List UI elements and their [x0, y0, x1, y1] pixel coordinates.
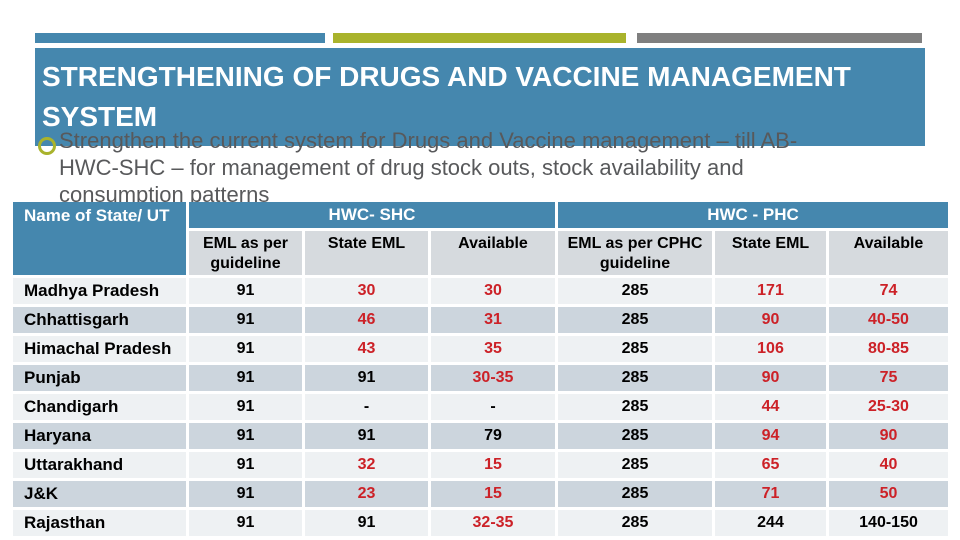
- accent-bar-olive: [333, 33, 626, 43]
- table-cell: 25-30: [829, 394, 948, 420]
- table-cell: 90: [715, 307, 826, 333]
- table-cell: 30-35: [431, 365, 555, 391]
- table-cell-state: Chandigarh: [13, 394, 186, 420]
- table-cell: 91: [189, 278, 302, 304]
- accent-bar-gray: [637, 33, 922, 43]
- title-box: STRENGTHENING OF DRUGS AND VACCINE MANAG…: [35, 48, 925, 146]
- table-cell: 171: [715, 278, 826, 304]
- slide-title-line2: SYSTEM: [42, 101, 158, 132]
- sub-header: Available: [829, 231, 948, 275]
- table-cell: 140-150: [829, 510, 948, 536]
- table-cell: 80-85: [829, 336, 948, 362]
- table-cell-state: J&K: [13, 481, 186, 507]
- table-cell: 15: [431, 481, 555, 507]
- table-cell: 32-35: [431, 510, 555, 536]
- table-cell: 91: [189, 336, 302, 362]
- table-cell: 285: [558, 307, 712, 333]
- slide-title-line1: STRENGTHENING OF DRUGS AND VACCINE MANAG…: [42, 61, 851, 92]
- table-cell: 40-50: [829, 307, 948, 333]
- state-eml-table: Name of State/ UT HWC- SHC HWC - PHC EML…: [13, 202, 948, 536]
- table-cell-state: Rajasthan: [13, 510, 186, 536]
- table-cell-state: Uttarakhand: [13, 452, 186, 478]
- table-cell: 91: [189, 452, 302, 478]
- table-cell: 50: [829, 481, 948, 507]
- sub-header: EML as per CPHC guideline: [558, 231, 712, 275]
- table-cell: 90: [829, 423, 948, 449]
- table-cell-state: Himachal Pradesh: [13, 336, 186, 362]
- table-cell-state: Chhattisgarh: [13, 307, 186, 333]
- table-cell-state: Haryana: [13, 423, 186, 449]
- table-cell: 285: [558, 510, 712, 536]
- table-cell: 35: [431, 336, 555, 362]
- sub-header: State EML: [305, 231, 428, 275]
- table-cell: 79: [431, 423, 555, 449]
- table-cell: 43: [305, 336, 428, 362]
- table-cell: -: [305, 394, 428, 420]
- table-cell: 74: [829, 278, 948, 304]
- table-cell: 15: [431, 452, 555, 478]
- table-cell: 30: [431, 278, 555, 304]
- table-cell: 285: [558, 365, 712, 391]
- table-cell: 90: [715, 365, 826, 391]
- table-cell: 75: [829, 365, 948, 391]
- table-cell: 94: [715, 423, 826, 449]
- table-cell: 40: [829, 452, 948, 478]
- accent-bar-blue: [35, 33, 325, 43]
- group-header-hwc-shc: HWC- SHC: [189, 202, 555, 228]
- corner-header: Name of State/ UT: [13, 202, 186, 275]
- sub-header: State EML: [715, 231, 826, 275]
- table-cell: 285: [558, 394, 712, 420]
- table-cell-state: Madhya Pradesh: [13, 278, 186, 304]
- table-cell: 32: [305, 452, 428, 478]
- table-cell: 91: [305, 423, 428, 449]
- table-cell: 46: [305, 307, 428, 333]
- table-cell: 285: [558, 452, 712, 478]
- table-cell: 44: [715, 394, 826, 420]
- table-cell: 285: [558, 481, 712, 507]
- table-cell: 91: [189, 394, 302, 420]
- sub-header: EML as per guideline: [189, 231, 302, 275]
- bullet-line: HWC-SHC – for management of drug stock o…: [59, 155, 744, 180]
- table-cell: -: [431, 394, 555, 420]
- table-cell: 91: [189, 307, 302, 333]
- table-cell: 285: [558, 278, 712, 304]
- table-cell: 91: [305, 510, 428, 536]
- table-cell: 285: [558, 423, 712, 449]
- sub-header: Available: [431, 231, 555, 275]
- table-cell: 91: [305, 365, 428, 391]
- table-cell: 285: [558, 336, 712, 362]
- table-cell: 91: [189, 423, 302, 449]
- table-cell: 91: [189, 481, 302, 507]
- group-header-hwc-phc: HWC - PHC: [558, 202, 948, 228]
- table-cell: 71: [715, 481, 826, 507]
- bullet-circle-icon: [38, 137, 56, 155]
- table-cell: 30: [305, 278, 428, 304]
- table-cell: 65: [715, 452, 826, 478]
- table-cell: 244: [715, 510, 826, 536]
- table-cell: 23: [305, 481, 428, 507]
- table-cell: 31: [431, 307, 555, 333]
- bullet-line: Strengthen the current system for Drugs …: [59, 128, 798, 153]
- table-cell: 91: [189, 510, 302, 536]
- table-cell: 106: [715, 336, 826, 362]
- table-cell-state: Punjab: [13, 365, 186, 391]
- table-cell: 91: [189, 365, 302, 391]
- bullet-paragraph: Strengthen the current system for Drugs …: [59, 127, 797, 208]
